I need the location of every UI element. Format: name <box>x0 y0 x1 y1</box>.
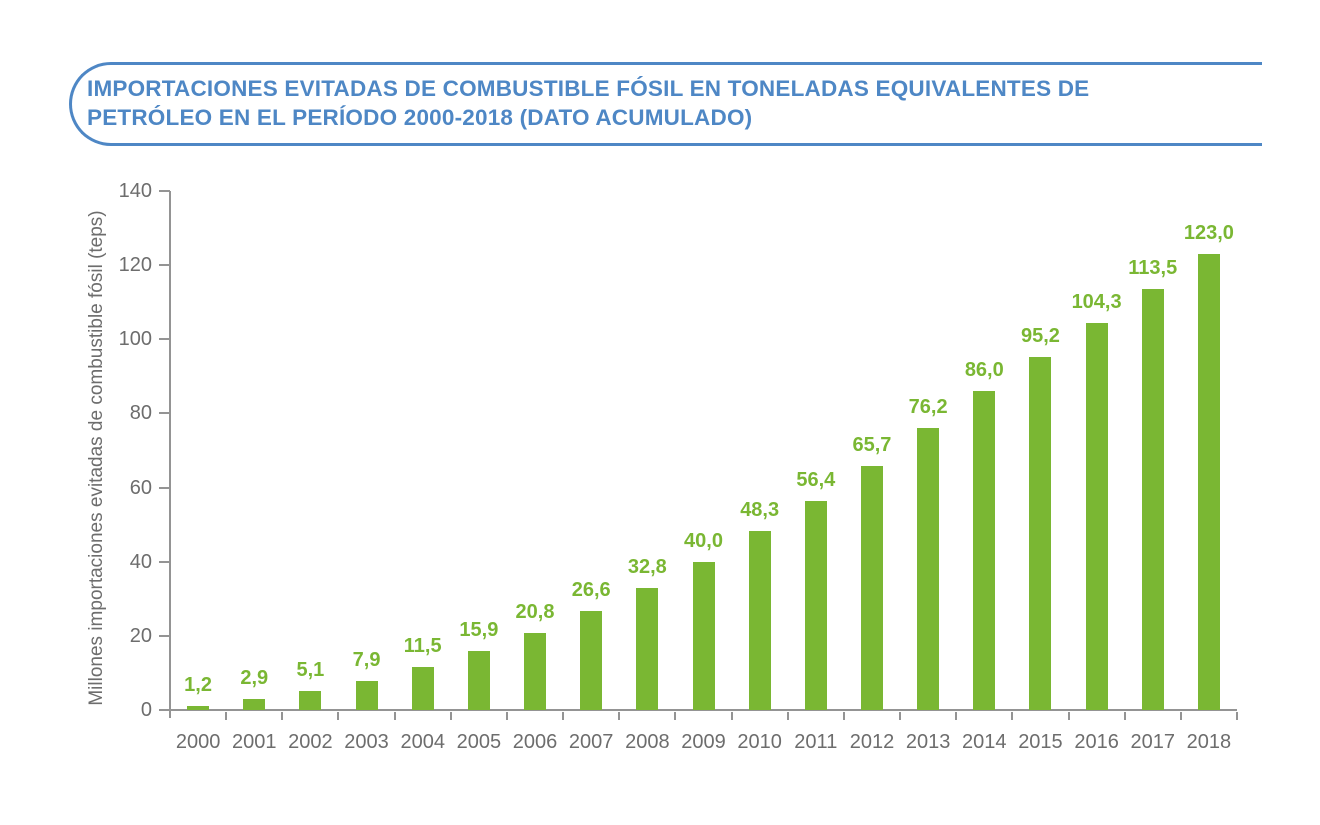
bar-value-label: 2,9 <box>240 667 269 690</box>
x-tick-label: 2018 <box>1186 731 1232 753</box>
x-axis-tick <box>786 712 789 720</box>
bar-2017 <box>1141 289 1164 710</box>
bar-value-label: 113,5 <box>1128 257 1178 280</box>
x-axis-tick <box>505 712 508 720</box>
bar-value-label: 20,8 <box>515 600 555 623</box>
bar-2007 <box>580 611 603 710</box>
bar-value-label: 76,2 <box>908 395 948 418</box>
x-tick-label: 2012 <box>849 731 895 753</box>
x-axis-tick <box>1123 712 1126 720</box>
x-axis-tick <box>225 712 228 720</box>
bar-2006 <box>524 632 547 710</box>
x-axis-tick <box>337 712 340 720</box>
x-axis-line <box>159 709 1237 711</box>
y-axis-tick <box>159 486 170 489</box>
y-tick-label: 140 <box>118 180 152 202</box>
x-axis-tick <box>1236 712 1238 720</box>
bar-2015 <box>1029 357 1052 710</box>
x-tick-label: 2005 <box>456 731 502 753</box>
x-axis-tick <box>1011 712 1014 720</box>
y-axis-tick <box>159 338 170 341</box>
y-tick-label: 40 <box>129 550 152 573</box>
x-axis-tick <box>562 712 565 720</box>
bar-2013 <box>917 427 940 710</box>
y-tick-label: 0 <box>140 699 152 721</box>
bar-2018 <box>1197 254 1220 710</box>
x-axis-tick <box>955 712 958 720</box>
bar-value-label: 56,4 <box>796 468 836 491</box>
x-tick-label: 2007 <box>568 731 614 753</box>
x-axis-tick <box>618 712 621 720</box>
bar-2012 <box>860 466 883 710</box>
bar-value-label: 5,1 <box>296 659 325 682</box>
chart-title: IMPORTACIONES EVITADAS DE COMBUSTIBLE FÓ… <box>87 76 1090 130</box>
x-tick-label: 2013 <box>905 731 951 753</box>
x-tick-label: 2001 <box>231 731 277 753</box>
x-tick-label: 2016 <box>1074 731 1119 753</box>
bar-2011 <box>804 500 827 710</box>
y-axis-tick <box>159 634 170 637</box>
x-tick-label: 2003 <box>344 731 389 753</box>
x-tick-label: 2014 <box>962 731 1007 753</box>
y-tick-label: 20 <box>129 624 152 647</box>
x-axis-tick <box>842 712 845 720</box>
x-tick-label: 2006 <box>512 731 558 753</box>
bar-2009 <box>692 561 715 710</box>
bar-value-label: 11,5 <box>403 635 442 658</box>
bar-2002 <box>299 691 322 710</box>
bar-2016 <box>1085 323 1108 710</box>
y-axis-tick <box>159 560 170 563</box>
bar-value-label: 40,0 <box>684 529 723 552</box>
y-tick-label: 80 <box>129 402 152 425</box>
bar-value-label: 123,0 <box>1183 222 1234 245</box>
x-axis-tick <box>1179 712 1182 720</box>
bar-value-label: 26,6 <box>571 579 611 602</box>
bar-2010 <box>748 530 771 710</box>
y-tick-label: 60 <box>129 476 152 499</box>
y-axis-tick <box>159 190 170 192</box>
x-tick-label: 2010 <box>737 731 782 753</box>
x-tick-label: 2015 <box>1018 731 1063 753</box>
y-axis-title: Millones importaciones evitadas de combu… <box>86 210 107 706</box>
x-tick-label: 2011 <box>794 731 838 753</box>
x-tick-label: 2004 <box>400 731 445 753</box>
x-axis-tick <box>281 712 284 720</box>
bar-value-label: 104,3 <box>1071 291 1122 314</box>
bar-value-label: 15,9 <box>459 619 499 642</box>
x-axis-tick <box>449 712 452 720</box>
bar-value-label: 86,0 <box>964 359 1004 382</box>
bar-value-label: 7,9 <box>352 648 381 671</box>
x-tick-label: 2009 <box>681 731 726 753</box>
x-tick-label: 2002 <box>288 731 333 753</box>
x-axis-tick <box>730 712 733 720</box>
bar-value-label: 95,2 <box>1020 325 1060 348</box>
x-axis-tick <box>1067 712 1070 720</box>
bar-2003 <box>355 680 378 710</box>
bar-value-label: 65,7 <box>852 434 892 457</box>
x-axis-tick <box>899 712 902 720</box>
bar-2001 <box>243 699 266 710</box>
x-tick-label: 2008 <box>625 731 670 753</box>
x-tick-label: 2017 <box>1130 731 1176 753</box>
bar-2004 <box>411 667 434 710</box>
y-tick-label: 100 <box>118 328 152 351</box>
bar-2008 <box>636 588 659 710</box>
bar-2000 <box>187 705 210 710</box>
y-axis-tick <box>159 412 170 415</box>
bar-value-label: 32,8 <box>627 556 667 579</box>
bar-2005 <box>467 651 490 710</box>
x-tick-label: 2000 <box>175 731 221 753</box>
x-axis-tick <box>674 712 677 720</box>
y-axis-tick <box>159 709 170 711</box>
bar-value-label: 48,3 <box>740 498 780 521</box>
y-axis-tick <box>159 264 170 267</box>
bar-value-label: 1,2 <box>184 673 212 696</box>
bar-2014 <box>973 391 996 710</box>
title-banner <box>69 62 1262 146</box>
y-axis-line <box>169 191 171 718</box>
y-tick-label: 120 <box>118 254 152 277</box>
x-axis-tick <box>393 712 396 720</box>
